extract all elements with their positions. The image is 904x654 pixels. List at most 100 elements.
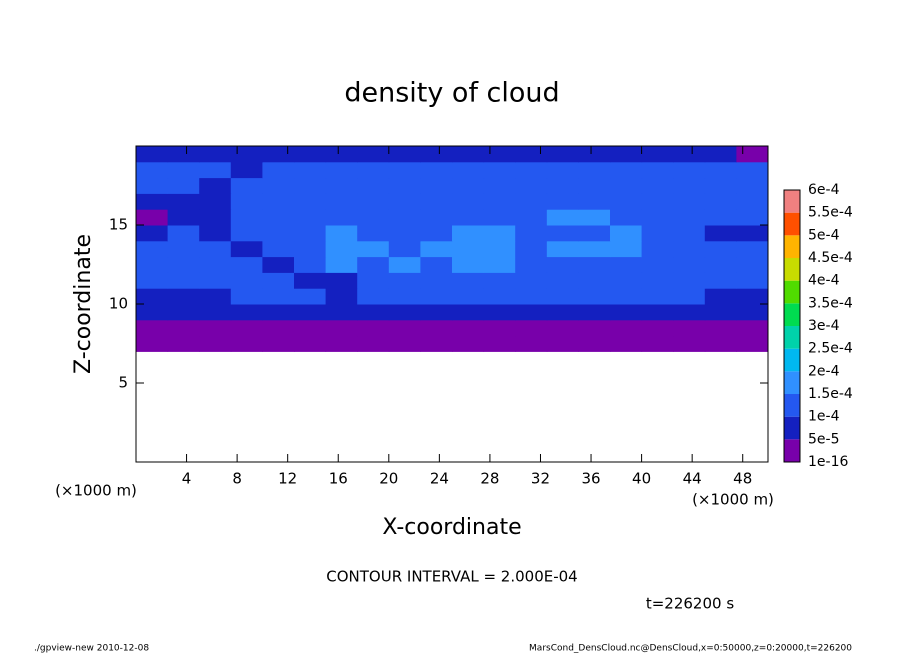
field-cell [388,146,421,163]
field-cell [673,319,706,337]
field [136,146,769,352]
field-cell [452,240,485,258]
field-cell [483,193,516,210]
field-cell [420,225,453,242]
field-cell [610,161,643,179]
field-cell [736,209,769,226]
field-cell [546,193,579,210]
field-cell [578,256,611,273]
field-cell [262,193,295,210]
field-cell [325,225,358,242]
field-cell [167,304,200,321]
field-cell [704,272,737,289]
field-cell [578,272,611,289]
field-cell [704,177,737,194]
field-cell [420,256,453,273]
field-cell [136,256,169,273]
field-cell [420,335,453,352]
field-cell [199,146,232,163]
colorbar-box [784,326,800,349]
field-cell [546,177,579,194]
colorbar-label: 5e-4 [808,227,840,243]
field-cell [388,304,421,321]
field-cell [167,161,200,179]
field-cell [610,240,643,258]
field-cell [736,240,769,258]
field-cell [641,256,674,273]
field-cell [483,240,516,258]
x-tick-label: 32 [531,470,550,488]
field-cell [515,209,548,226]
field-cell [420,319,453,337]
colorbar-label: 5.5e-4 [808,205,853,221]
field-cell [452,177,485,194]
field-cell [136,209,169,226]
x-tick-label: 4 [182,470,192,488]
colorbar-frame [783,189,801,463]
field-cell [230,146,263,163]
field-cell [452,256,485,273]
field-cell [230,319,263,337]
field-cell [388,256,421,273]
field-cell [294,335,327,352]
field-cell [546,304,579,321]
field-cell [325,240,358,258]
field-cell [357,161,390,179]
colorbar-label: 3.5e-4 [808,295,853,311]
field-cell [736,177,769,194]
field-cell [167,319,200,337]
field-cell [294,304,327,321]
field-cell [420,161,453,179]
field-cell [673,177,706,194]
field-cell [262,161,295,179]
field-cell [262,335,295,352]
y-unit: (×1000 m) [55,482,137,500]
colorbar-label: 1e-16 [808,454,848,470]
field-cell [357,256,390,273]
field-cell [641,319,674,337]
field-cell [704,304,737,321]
field-cell [736,304,769,321]
field-cell [262,146,295,163]
field-cell [199,335,232,352]
field-cell [230,240,263,258]
field-cell [641,304,674,321]
field-cell [230,288,263,305]
contour-interval: CONTOUR INTERVAL = 2.000E-04 [326,568,577,586]
field-cell [578,209,611,226]
field-cell [357,335,390,352]
field-cell [452,225,485,242]
x-tick-label: 40 [632,470,651,488]
field-cell [483,335,516,352]
field-cell [357,319,390,337]
field-cell [736,319,769,337]
field-cell [546,161,579,179]
field-cell [136,335,169,352]
y-tick-label: 5 [118,374,128,392]
field-cell [136,240,169,258]
field-cell [515,161,548,179]
field-cell [388,288,421,305]
field-cell [704,209,737,226]
field-cell [704,193,737,210]
field-cell [578,225,611,242]
y-tick-label: 15 [109,216,128,234]
field-cell [388,193,421,210]
field-cell [515,335,548,352]
field-cell [452,319,485,337]
field-cell [167,272,200,289]
colorbar-box [784,394,800,417]
field-cell [294,209,327,226]
x-tick-label: 48 [733,470,752,488]
field-cell [641,240,674,258]
field-cell [262,225,295,242]
field-cell [736,146,769,163]
field-cell [325,335,358,352]
field-cell [230,304,263,321]
field-cell [230,272,263,289]
y-axis-label: Z-coordinate [71,234,96,374]
field-cell [452,288,485,305]
x-tick-label: 24 [430,470,449,488]
field-cell [736,225,769,242]
